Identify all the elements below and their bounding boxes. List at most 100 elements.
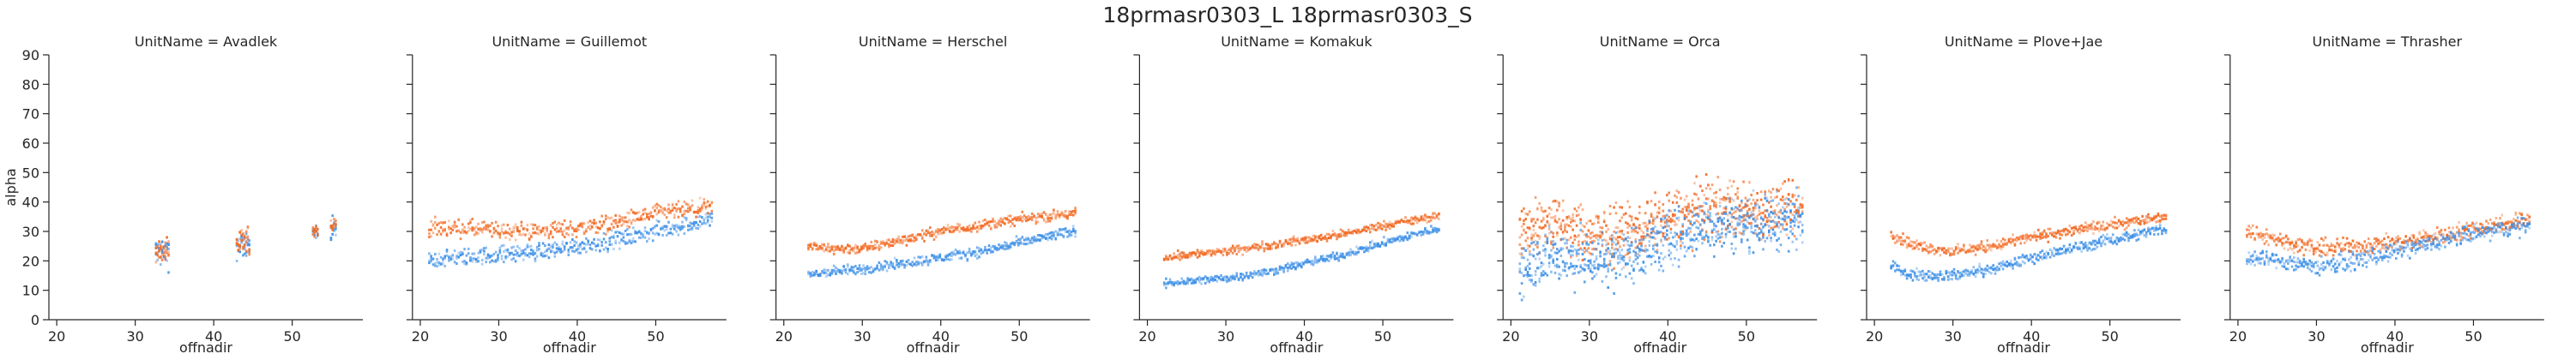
density-cell [1715, 195, 1717, 199]
density-cell [594, 249, 598, 252]
density-cell [2141, 219, 2144, 222]
density-cell [1296, 265, 1299, 268]
density-cell [1432, 228, 1434, 231]
density-cell [1789, 230, 1792, 233]
density-cell [2000, 244, 2003, 248]
density-cell [1759, 231, 1763, 234]
density-cell [1773, 211, 1777, 214]
density-cell [333, 225, 335, 228]
density-cell [1779, 211, 1783, 214]
x-tick-label: 30 [126, 328, 143, 345]
density-cell [1400, 235, 1403, 238]
density-cell [1595, 237, 1598, 240]
density-cell [920, 263, 924, 267]
density-cell [1267, 247, 1270, 250]
density-cell [549, 249, 552, 252]
density-cell [1770, 237, 1772, 240]
density-cell [1578, 213, 1580, 217]
density-cell [2127, 219, 2130, 222]
density-cell [1435, 231, 1439, 234]
density-cell [1650, 227, 1653, 231]
density-cell [2090, 223, 2093, 226]
density-cell [1595, 216, 1598, 219]
density-cell [1748, 216, 1751, 219]
density-cell [1572, 265, 1574, 267]
density-cell [1958, 272, 1962, 275]
density-cell [1911, 279, 1915, 282]
density-cell [500, 255, 504, 258]
density-cell [1797, 214, 1800, 218]
density-cell [675, 203, 678, 206]
density-cell [240, 229, 243, 232]
density-cell [1196, 249, 1199, 252]
density-cell [1287, 269, 1289, 273]
density-cell [995, 222, 998, 225]
density-cell [1318, 235, 1321, 238]
density-cell [1316, 236, 1318, 239]
density-cell [1306, 236, 1309, 239]
density-cell [1536, 207, 1539, 210]
density-cell [1759, 198, 1763, 201]
density-cell [878, 261, 881, 264]
density-cell [1793, 194, 1796, 197]
density-cell [244, 241, 248, 244]
density-cell [671, 207, 674, 209]
density-cell [1380, 227, 1384, 231]
density-cell [1021, 219, 1024, 223]
density-cell [160, 245, 164, 249]
density-cell [1911, 244, 1915, 248]
density-cell [1304, 237, 1307, 241]
density-cell [526, 254, 529, 257]
density-cell [1398, 219, 1401, 223]
density-cell [1584, 263, 1586, 267]
density-cell [436, 258, 438, 261]
x-tick-label: 30 [854, 328, 871, 345]
density-cell [830, 271, 834, 274]
density-cell [1188, 253, 1191, 256]
density-cell [1314, 234, 1317, 237]
density-cell [1646, 255, 1649, 258]
density-cell [1734, 247, 1737, 250]
density-cell [1927, 250, 1930, 254]
density-cell [630, 208, 633, 212]
density-cell [943, 231, 945, 234]
density-cell [1732, 232, 1735, 236]
density-cell [1206, 276, 1209, 279]
density-cell [704, 216, 708, 219]
density-cell [1952, 271, 1956, 274]
density-cell [821, 248, 823, 251]
density-cell [1532, 248, 1535, 251]
density-cell [1523, 219, 1525, 222]
density-cell [1186, 279, 1189, 282]
density-cell [1793, 206, 1796, 208]
density-cell [1899, 270, 1903, 273]
density-cell [1019, 240, 1022, 243]
density-cell [1964, 272, 1967, 275]
density-cell [1245, 274, 1248, 278]
density-cell [1050, 231, 1053, 234]
density-cell [1550, 249, 1553, 252]
density-cell [1770, 205, 1772, 208]
density-cell [1349, 248, 1352, 251]
density-cell [457, 251, 460, 255]
density-cell [970, 230, 973, 233]
density-cell [2060, 233, 2064, 237]
density-cell [166, 245, 168, 249]
density-cell [1674, 208, 1676, 212]
density-cell [815, 270, 817, 273]
density-cell [821, 243, 823, 246]
density-cell [1613, 248, 1615, 251]
density-cell [1573, 264, 1577, 267]
density-cell [856, 247, 859, 250]
density-cell [943, 258, 945, 261]
density-cell [1616, 261, 1620, 265]
density-cell [453, 224, 456, 226]
density-cell [442, 260, 444, 263]
density-cell [1561, 199, 1565, 202]
density-cell [1797, 225, 1800, 229]
density-cell [1797, 212, 1800, 214]
density-cell [1025, 219, 1028, 223]
density-cell [1668, 243, 1670, 246]
density-cell [1054, 215, 1057, 219]
density-cell [710, 216, 714, 219]
